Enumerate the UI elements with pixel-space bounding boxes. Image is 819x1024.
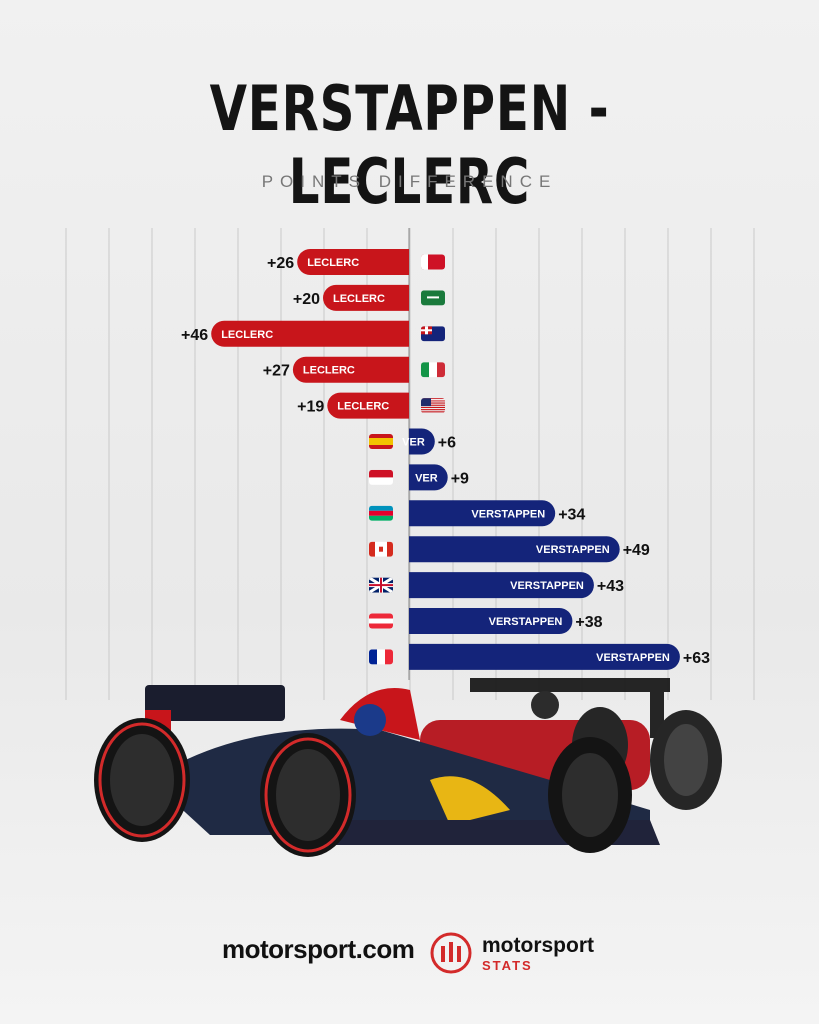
value-label: +9 bbox=[451, 470, 469, 487]
bar-australia bbox=[211, 320, 409, 347]
bar-saudi-arabia bbox=[323, 284, 409, 311]
austria-flag-icon bbox=[369, 613, 393, 629]
value-label: +63 bbox=[683, 650, 710, 667]
value-label: +19 bbox=[297, 399, 324, 416]
bar-name-label: LECLERC bbox=[303, 365, 355, 377]
bar-usa bbox=[327, 392, 409, 419]
bar-france bbox=[409, 643, 680, 670]
bar-name-label: VERSTAPPEN bbox=[536, 544, 610, 556]
usa-flag-icon bbox=[421, 398, 445, 413]
motorsport-stats-sub: STATS bbox=[482, 958, 533, 973]
great-britain-flag-icon bbox=[369, 577, 393, 593]
value-label: +49 bbox=[623, 542, 650, 559]
bar-canada bbox=[409, 536, 620, 563]
motorsport-stats-wordmark: motorsport bbox=[482, 934, 594, 957]
value-label: +6 bbox=[438, 435, 456, 452]
bar-spain bbox=[409, 428, 435, 455]
azerbaijan-flag-icon bbox=[369, 505, 393, 521]
motorsport-stats-icon bbox=[430, 932, 472, 974]
bar-name-label: LECLERC bbox=[333, 293, 385, 305]
bar-austria bbox=[409, 608, 573, 634]
bar-monaco bbox=[409, 464, 448, 491]
bar-name-label: VERSTAPPEN bbox=[489, 616, 563, 628]
points-difference-chart: LECLERC +26 LECLERC +20 LECLERC +46 LECLERC +27… bbox=[65, 228, 755, 700]
chart-subtitle: POINTS DIFFERENCE bbox=[261, 172, 558, 191]
canada-flag-icon bbox=[369, 541, 393, 557]
spain-flag-icon bbox=[369, 434, 393, 449]
value-label: +34 bbox=[558, 506, 585, 523]
bar-name-label: VERSTAPPEN bbox=[596, 652, 670, 664]
value-label: +26 bbox=[267, 255, 294, 272]
saudi-arabia-flag-icon bbox=[421, 290, 445, 306]
bars-group: LECLERC +26 LECLERC +20 LECLERC +46 LECLERC +27… bbox=[181, 249, 710, 670]
motorsport-com-logo: motorsport.com bbox=[222, 934, 415, 964]
value-label: +46 bbox=[181, 327, 208, 344]
bar-great-britain bbox=[409, 572, 594, 599]
red-bull-car bbox=[94, 685, 660, 857]
value-label: +43 bbox=[597, 578, 624, 595]
cars-illustration bbox=[94, 678, 722, 857]
australia-flag-icon bbox=[421, 326, 445, 342]
france-flag-icon bbox=[369, 649, 393, 665]
bar-name-label: VER bbox=[402, 437, 425, 449]
bar-name-label: VERSTAPPEN bbox=[510, 580, 584, 592]
value-label: +20 bbox=[293, 291, 320, 308]
bahrain-flag-icon bbox=[421, 254, 445, 270]
value-label: +27 bbox=[263, 363, 290, 380]
motorsport-stats-logo: motorsport STATS bbox=[430, 932, 594, 979]
bar-name-label: LECLERC bbox=[337, 401, 389, 413]
bar-bahrain bbox=[297, 249, 409, 275]
bar-name-label: VERSTAPPEN bbox=[471, 508, 545, 520]
bar-italy bbox=[292, 356, 409, 383]
bar-name-label: VER bbox=[415, 472, 438, 484]
bar-name-label: LECLERC bbox=[221, 329, 273, 341]
monaco-flag-icon bbox=[369, 469, 393, 485]
bar-name-label: LECLERC bbox=[307, 257, 359, 269]
value-label: +38 bbox=[575, 614, 602, 631]
chart-title: VERSTAPPEN - LECLERC bbox=[209, 72, 610, 218]
bar-azerbaijan bbox=[409, 500, 556, 527]
italy-flag-icon bbox=[421, 362, 445, 378]
